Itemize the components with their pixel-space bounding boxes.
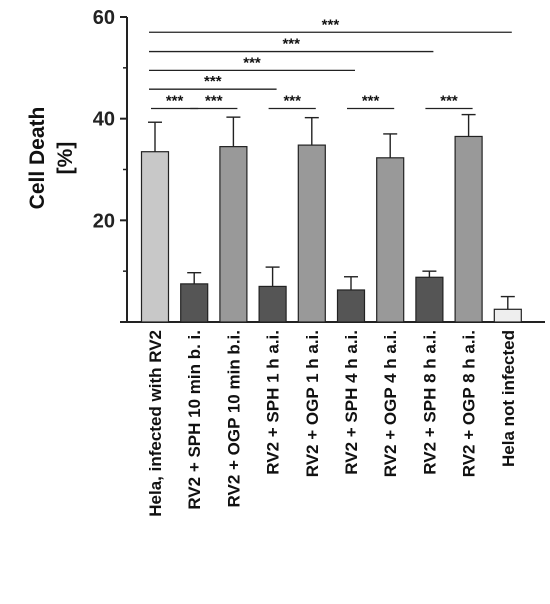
significance-label: *** [362, 93, 380, 110]
bar [376, 157, 405, 323]
bar [180, 283, 209, 323]
x-tick-label: RV2 + SPH 4 h a.i. [342, 330, 361, 475]
bar [258, 285, 287, 323]
bar [493, 308, 522, 323]
x-tick-label: RV2 + OGP 4 h a.i. [381, 330, 400, 477]
significance-label: *** [204, 73, 222, 90]
y-tick-label: 40 [93, 109, 115, 131]
y-axis-label-line1: Cell Death [26, 107, 49, 210]
bar [140, 151, 170, 323]
x-tick-label: Hela, infected with RV2 [146, 330, 165, 517]
x-tick-label: RV2 + OGP 8 h a.i. [460, 330, 479, 477]
bar [297, 144, 326, 323]
bars [140, 135, 522, 323]
error-bars [148, 113, 515, 310]
x-tick-label: RV2 + SPH 8 h a.i. [420, 330, 439, 475]
significance-label: *** [282, 36, 300, 53]
bar [454, 135, 483, 323]
y-tick-label: 20 [93, 210, 115, 232]
significance-label: *** [205, 93, 223, 110]
y-tick-label: 60 [93, 7, 115, 29]
significance-label: *** [283, 93, 301, 110]
x-tick-label: Hela not infected [499, 330, 518, 467]
bar [219, 146, 248, 323]
bar [336, 289, 366, 323]
y-axis-label: Cell Death [%] [26, 107, 77, 210]
bar [415, 276, 444, 323]
significance-label: *** [166, 93, 184, 110]
x-tick-label: RV2 + OGP 10 min b.i. [224, 330, 243, 507]
x-tick-label: RV2 + OGP 1 h a.i. [303, 330, 322, 477]
significance-label: *** [322, 16, 340, 33]
x-tick-label: RV2 + SPH 1 h a.i. [264, 330, 283, 475]
significance-annotations: *** *** *** *** *** *** *** *** *** [149, 16, 512, 110]
x-tick-label: RV2 + SPH 10 min b. i. [185, 330, 204, 510]
y-axis-label-line2: [%] [54, 142, 77, 175]
x-axis-tick-labels: Hela, infected with RV2 RV2 + SPH 10 min … [146, 330, 518, 517]
significance-label: *** [243, 54, 261, 71]
significance-label: *** [440, 93, 458, 110]
